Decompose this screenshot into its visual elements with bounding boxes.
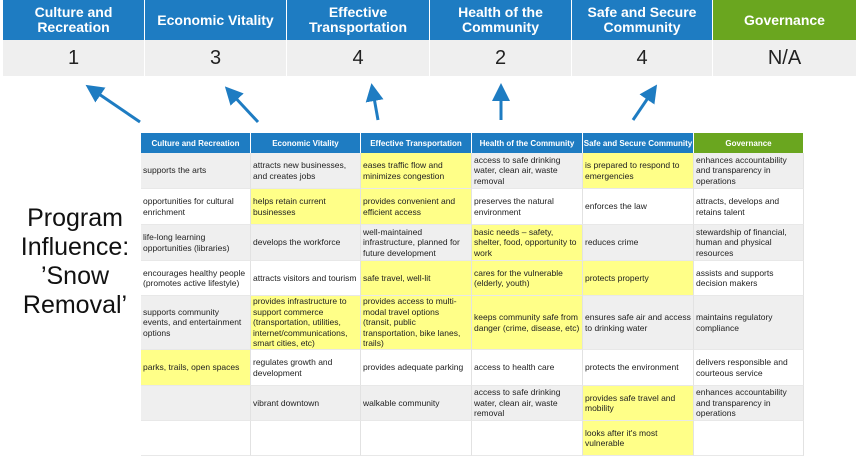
table-cell: safe travel, well-lit — [361, 261, 472, 296]
table-cell: provides access to multi-modal travel op… — [361, 296, 472, 350]
table-cell: encourages healthy people (promotes acti… — [141, 261, 251, 296]
table-cell: supports the arts — [141, 153, 251, 189]
table-cell: protects property — [583, 261, 694, 296]
summary-header: Culture and Recreation — [3, 0, 145, 40]
arrow-icon — [365, 83, 384, 121]
summary-header: Economic Vitality — [145, 0, 287, 40]
arrow-icon — [85, 84, 141, 124]
table-cell: cares for the vulnerable (elderly, youth… — [472, 261, 583, 296]
summary-score: 4 — [572, 40, 713, 76]
table-cell: opportunities for cultural enrichment — [141, 189, 251, 225]
table-cell: delivers responsible and courteous servi… — [694, 350, 804, 386]
summary-header: Effective Transportation — [287, 0, 430, 40]
table-cell: assists and supports decision makers — [694, 261, 804, 296]
table-cell: enforces the law — [583, 189, 694, 225]
table-cell: life-long learning opportunities (librar… — [141, 225, 251, 261]
table-cell — [251, 421, 361, 456]
table-header: Effective Transportation — [361, 133, 472, 153]
table-cell: provides infrastructure to support comme… — [251, 296, 361, 350]
table-cell: regulates growth and development — [251, 350, 361, 386]
influence-arrows — [85, 83, 658, 124]
summary-header: Safe and Secure Community — [572, 0, 713, 40]
table-cell: basic needs – safety, shelter, food, opp… — [472, 225, 583, 261]
table-cell: attracts new businesses, and creates job… — [251, 153, 361, 189]
table-cell: attracts, develops and retains talent — [694, 189, 804, 225]
arrow-icon — [224, 86, 260, 124]
table-cell: stewardship of financial, human and phys… — [694, 225, 804, 261]
table-cell: provides adequate parking — [361, 350, 472, 386]
table-cell: develops the workforce — [251, 225, 361, 261]
table-cell: access to safe drinking water, clean air… — [472, 153, 583, 189]
program-influence-label: Program Influence: ’Snow Removal’ — [20, 204, 130, 319]
table-cell: ensures safe air and access to drinking … — [583, 296, 694, 350]
table-cell: vibrant downtown — [251, 386, 361, 421]
table-cell: protects the environment — [583, 350, 694, 386]
table-cell: reduces crime — [583, 225, 694, 261]
table-header: Safe and Secure Community — [583, 133, 694, 153]
table-cell — [141, 386, 251, 421]
arrow-icon — [631, 84, 658, 121]
table-cell: access to safe drinking water, clean air… — [472, 386, 583, 421]
table-cell: well-maintained infrastructure, planned … — [361, 225, 472, 261]
summary-score: 1 — [3, 40, 145, 76]
table-cell: parks, trails, open spaces — [141, 350, 251, 386]
table-cell — [141, 421, 251, 456]
table-cell: enhances accountability and transparency… — [694, 386, 804, 421]
table-cell: provides convenient and efficient access — [361, 189, 472, 225]
summary-score: 3 — [145, 40, 287, 76]
table-cell: enhances accountability and transparency… — [694, 153, 804, 189]
table-cell: walkable community — [361, 386, 472, 421]
table-cell: attracts visitors and tourism — [251, 261, 361, 296]
table-cell: looks after it's most vulnerable — [583, 421, 694, 456]
table-cell: keeps community safe from danger (crime,… — [472, 296, 583, 350]
table-cell: helps retain current businesses — [251, 189, 361, 225]
summary-header: Governance — [713, 0, 857, 40]
outcomes-table: Culture and Recreation Economic Vitality E… — [141, 133, 804, 456]
table-cell: provides safe travel and mobility — [583, 386, 694, 421]
summary-scores: Culture and Recreation Economic Vitality E… — [3, 0, 857, 76]
summary-score: N/A — [713, 40, 857, 76]
table-cell: is prepared to respond to emergencies — [583, 153, 694, 189]
table-cell — [694, 421, 804, 456]
table-cell — [361, 421, 472, 456]
table-cell: maintains regulatory compliance — [694, 296, 804, 350]
summary-header: Health of the Community — [430, 0, 572, 40]
summary-score: 2 — [430, 40, 572, 76]
table-cell: eases traffic flow and minimizes congest… — [361, 153, 472, 189]
table-cell: supports community events, and entertain… — [141, 296, 251, 350]
table-cell — [472, 421, 583, 456]
table-header: Culture and Recreation — [141, 133, 251, 153]
summary-score: 4 — [287, 40, 430, 76]
table-header: Governance — [694, 133, 804, 153]
table-cell: preserves the natural environment — [472, 189, 583, 225]
table-header: Economic Vitality — [251, 133, 361, 153]
table-header: Health of the Community — [472, 133, 583, 153]
table-cell: access to health care — [472, 350, 583, 386]
